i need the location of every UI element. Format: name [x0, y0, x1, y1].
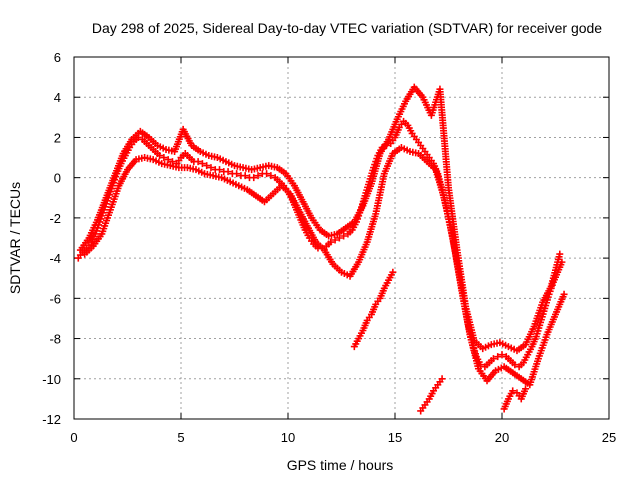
- data-point: [250, 174, 258, 182]
- data-point: [511, 361, 519, 369]
- data-point: [327, 238, 335, 246]
- data-point: [340, 232, 348, 240]
- data-point: [494, 353, 502, 361]
- y-tick-label: 0: [54, 171, 61, 186]
- data-point: [203, 162, 211, 170]
- data-point: [556, 250, 564, 258]
- x-axis-label: GPS time / hours: [287, 457, 394, 473]
- data-point: [241, 172, 249, 180]
- x-tick-label: 20: [495, 430, 509, 445]
- data-point: [489, 355, 497, 363]
- plot-frame: [73, 56, 610, 420]
- y-axis-label: SDTVAR / TECUs: [7, 182, 23, 294]
- data-point: [263, 170, 271, 178]
- series-isolated-1: [350, 268, 397, 351]
- y-tick-label: -4: [49, 251, 61, 266]
- y-tick-label: 4: [54, 90, 61, 105]
- data-point: [522, 385, 530, 393]
- y-tick-label: -10: [42, 372, 61, 387]
- data-point: [498, 351, 506, 359]
- data-point: [509, 387, 517, 395]
- data-point: [254, 172, 262, 180]
- data-point: [438, 375, 446, 383]
- data-point: [389, 268, 397, 276]
- x-tick-label: 10: [281, 430, 295, 445]
- data-point: [267, 172, 275, 180]
- y-tick-label: -2: [49, 211, 61, 226]
- y-tick-label: -6: [49, 291, 61, 306]
- axis-ticks: 0 5 10 15 20 25 -12 -10 -8 -6 -4 -2 0 2 4 6: [42, 50, 616, 445]
- x-tick-label: 5: [177, 430, 184, 445]
- series-upper-branch: [76, 83, 564, 355]
- data-point: [160, 154, 168, 162]
- data-point: [198, 160, 206, 168]
- y-tick-label: 6: [54, 50, 61, 65]
- data-point: [156, 152, 164, 160]
- y-tick-label: 2: [54, 130, 61, 145]
- x-tick-label: 0: [70, 430, 77, 445]
- data-point: [194, 158, 202, 166]
- y-tick-label: -12: [42, 412, 61, 427]
- data-point: [216, 166, 224, 174]
- series-isolated-2: [417, 375, 446, 415]
- data-point: [233, 170, 241, 178]
- series-isolated-3: [500, 385, 530, 413]
- series-lower-branch: [81, 144, 568, 389]
- y-tick-label: -8: [49, 332, 61, 347]
- chart-title: Day 298 of 2025, Sidereal Day-to-day VTE…: [92, 20, 602, 36]
- x-tick-label: 15: [388, 430, 402, 445]
- data-points: [74, 83, 568, 415]
- data-point: [207, 164, 215, 172]
- x-tick-label: 25: [602, 430, 616, 445]
- data-point: [224, 168, 232, 176]
- data-point: [560, 290, 568, 298]
